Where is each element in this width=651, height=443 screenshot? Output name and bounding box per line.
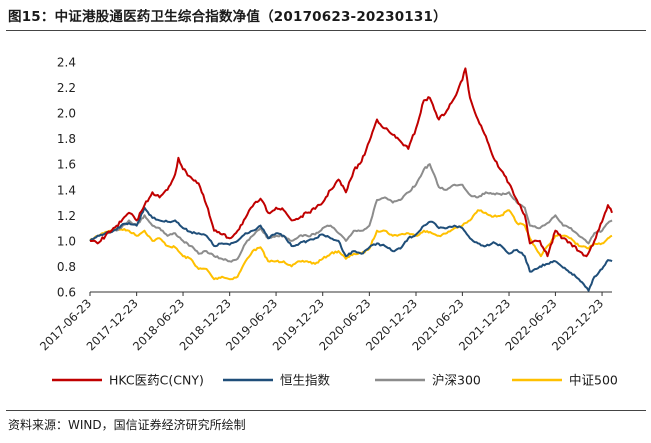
y-tick-label: 0.8 <box>57 260 76 274</box>
legend-label-1: 恒生指数 <box>280 373 331 388</box>
source-note: 资料来源：WIND，国信证券经济研究所绘制 <box>8 418 246 432</box>
x-axis: 2017-06-232017-12-232018-06-232018-12-23… <box>37 291 612 353</box>
legend-label-0: HKC医药C(CNY) <box>109 373 204 388</box>
y-tick-label: 1.2 <box>57 209 76 223</box>
legend-label-3: 中证500 <box>569 373 618 388</box>
figure-title: 图15：中证港股通医药卫生综合指数净值（20170623-20230131） <box>8 9 447 25</box>
y-tick-label: 2.0 <box>57 107 76 121</box>
series-line-3 <box>89 209 613 281</box>
y-tick-label: 1.6 <box>57 158 76 172</box>
y-axis: 2.4 2.2 2.0 1.8 1.6 1.4 1.2 1.0 0.8 0.6 <box>57 56 76 300</box>
source-divider <box>6 410 646 411</box>
title-divider <box>6 30 646 31</box>
y-tick-label: 2.4 <box>57 56 76 70</box>
y-tick-label: 0.6 <box>57 286 76 300</box>
series-line-1 <box>89 206 613 292</box>
y-tick-label: 1.4 <box>57 183 76 197</box>
series-layer <box>89 67 613 292</box>
legend: HKC医药C(CNY) 恒生指数 沪深300 中证500 <box>52 373 618 388</box>
y-tick-label: 1.8 <box>57 132 76 146</box>
y-tick-label: 2.2 <box>57 81 76 95</box>
series-line-2 <box>89 163 613 263</box>
legend-label-2: 沪深300 <box>432 373 481 388</box>
line-chart: 2.4 2.2 2.0 1.8 1.6 1.4 1.2 1.0 0.8 0.6 2017-06-2… <box>37 56 618 388</box>
y-tick-label: 1.0 <box>57 234 76 248</box>
series-line-0 <box>89 67 613 258</box>
